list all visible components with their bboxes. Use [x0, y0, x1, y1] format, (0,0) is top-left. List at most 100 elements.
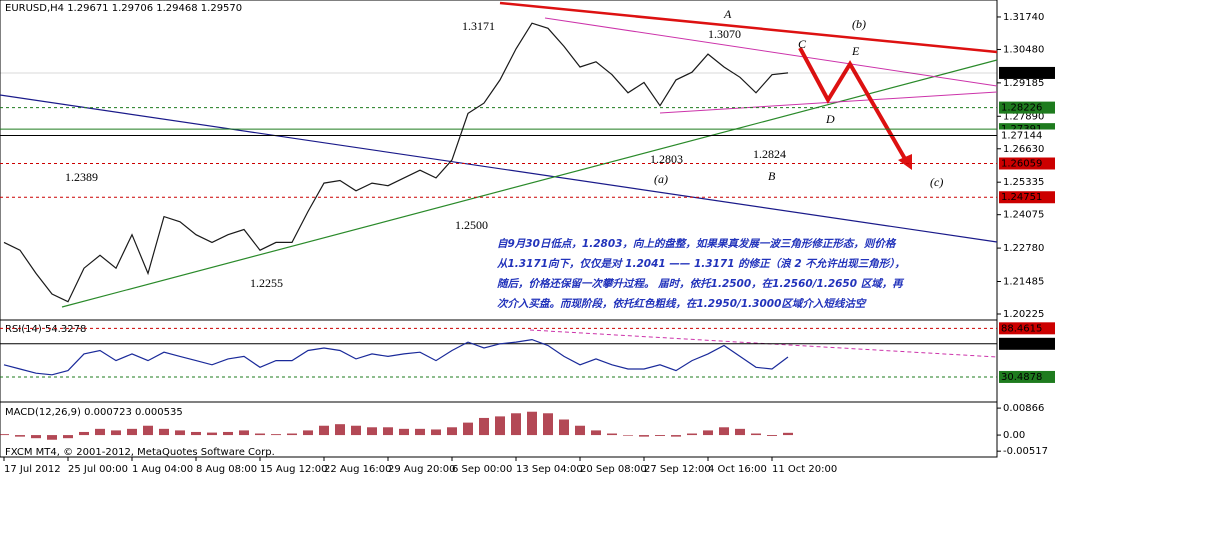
macd-bar: [271, 434, 281, 436]
level-tag: [999, 337, 1055, 350]
wave-label: 1.2500: [455, 218, 488, 232]
level-tag-label: 1.29570: [1001, 68, 1042, 79]
y-tick-label: -0.00517: [1003, 446, 1048, 457]
macd-bar: [303, 430, 313, 436]
rsi-line: [3, 338, 789, 376]
macd-bar: [207, 432, 217, 436]
y-tick-label: 1.25335: [1003, 177, 1044, 188]
x-tick-label: 13 Sep 04:00: [516, 464, 583, 475]
y-tick-label: 1.20225: [1003, 309, 1044, 320]
y-tick-label: 1.27890: [1003, 111, 1044, 122]
macd-bar: [687, 433, 697, 436]
x-tick-label: 1 Aug 04:00: [132, 464, 193, 475]
level-tag-label: 30.4878: [1001, 372, 1042, 383]
macd-bar: [383, 427, 393, 436]
projection-arrow: [898, 154, 912, 170]
x-tick-label: 20 Sep 08:00: [580, 464, 647, 475]
macd-bar: [351, 425, 361, 436]
macd-bar: [15, 435, 25, 437]
rsi-title: RSI(14) 54.3278: [5, 324, 86, 335]
macd-bar: [31, 435, 41, 439]
macd-bar: [47, 435, 57, 440]
macd-bar: [79, 431, 89, 436]
macd-bar: [127, 428, 137, 436]
wave-label: C: [798, 37, 807, 51]
wave-label: 1.3070: [708, 27, 741, 41]
wave-label: (c): [930, 175, 943, 189]
macd-bar: [559, 419, 569, 436]
macd-bar: [143, 425, 153, 436]
macd-bar: [655, 435, 665, 437]
macd-bar: [607, 433, 617, 436]
wave-label: E: [851, 44, 860, 58]
macd-bar: [479, 417, 489, 436]
y-tick-label: 1.24075: [1003, 210, 1044, 221]
y-tick-label: 1.22780: [1003, 243, 1044, 254]
level-tag-label: 1.24751: [1001, 192, 1042, 203]
wave-label: B: [768, 169, 776, 183]
macd-bar: [703, 430, 713, 436]
macd-bar: [623, 435, 633, 436]
macd-title: MACD(12,26,9) 0.000723 0.000535: [5, 407, 183, 418]
wave-label: A: [723, 7, 732, 21]
macd-bar: [287, 433, 297, 436]
x-tick-label: 22 Aug 16:00: [324, 464, 391, 475]
y-tick-label: 1.21485: [1003, 276, 1044, 287]
level-tag: [999, 191, 1055, 204]
level-tag: [999, 101, 1055, 114]
chart-title: EURUSD,H4 1.29671 1.29706 1.29468 1.2957…: [5, 3, 242, 14]
macd-bar: [335, 424, 345, 436]
macd-bar: [255, 433, 265, 436]
footer: FXCM MT4, © 2001-2012, MetaQuotes Softwa…: [5, 447, 275, 458]
macd-bar: [95, 428, 105, 436]
macd-bar: [431, 429, 441, 436]
macd-bar: [527, 411, 537, 436]
trendline-green: [61, 59, 998, 308]
macd-bar: [463, 422, 473, 436]
macd-bar: [447, 427, 457, 436]
macd-bar: [735, 428, 745, 436]
triangle-upper: [544, 17, 998, 87]
level-tag: [999, 66, 1055, 79]
level-tag: [999, 322, 1055, 335]
macd-bar: [575, 425, 585, 436]
macd-bar: [175, 430, 185, 436]
macd-bar: [239, 430, 249, 436]
level-tag-label: 88.4615: [1001, 323, 1042, 334]
macd-bar: [223, 431, 233, 436]
x-tick-label: 29 Aug 20:00: [388, 464, 455, 475]
x-tick-label: 15 Aug 12:00: [260, 464, 327, 475]
macd-bar: [671, 435, 681, 437]
analysis-note: 从1.3171向下，仅仅是对 1.2041 —— 1.3171 的修正（浪 2 …: [497, 257, 905, 270]
analysis-note: 自9月30日低点，1.2803，向上的盘整，如果果真发展一波三角形修正形态，则价…: [497, 237, 897, 250]
macd-bar: [399, 428, 409, 436]
y-tick-label: 1.29185: [1003, 78, 1044, 89]
macd-bar: [591, 430, 601, 436]
analysis-note: 次介入买盘。而现阶段，依托红色粗线，在1.2950/1.3000区域介入短线沽空: [497, 297, 867, 310]
wave-label: 1.2389: [65, 170, 98, 184]
macd-bar: [111, 430, 121, 436]
macd-bar: [319, 425, 329, 436]
level-tag-label: 70.0000: [1001, 339, 1042, 350]
macd-bar: [159, 428, 169, 436]
y-tick-label: 0.00866: [1003, 403, 1044, 414]
macd-bar: [543, 413, 553, 436]
macd-bar: [63, 435, 73, 439]
wave-label: D: [825, 112, 835, 126]
y-tick-label: 1.31740: [1003, 12, 1044, 23]
level-tag: [999, 157, 1055, 170]
price-line: [3, 22, 789, 303]
trendline-blue: [0, 94, 998, 243]
projection-zigzag: [798, 47, 910, 166]
macd-bar: [719, 427, 729, 436]
macd-bar: [783, 432, 793, 436]
x-tick-label: 17 Jul 2012: [4, 464, 61, 475]
macd-bar: [415, 428, 425, 436]
macd-bar: [367, 427, 377, 436]
macd-bar: [511, 413, 521, 436]
x-tick-label: 6 Sep 00:00: [452, 464, 512, 475]
level-tag-label: 1.27144: [1001, 131, 1042, 142]
wave-label: 1.2803: [650, 152, 683, 166]
wave-label: 1.3171: [462, 19, 495, 33]
